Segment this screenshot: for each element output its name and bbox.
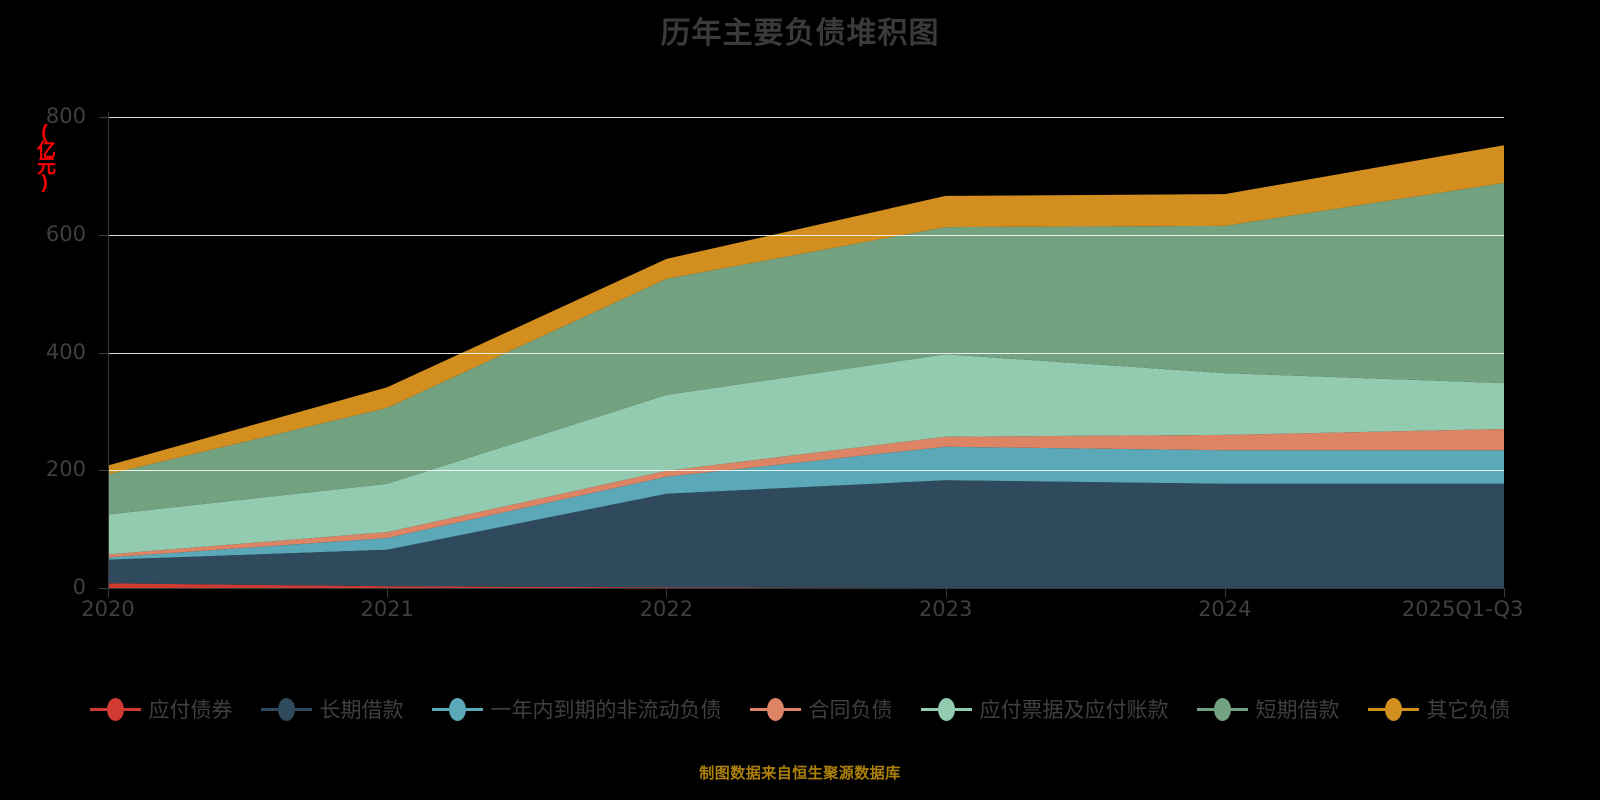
x-axis-tick-label: 2023 [918,597,973,621]
legend-marker-icon [1384,697,1402,721]
chart-legend: 应付债券 长期借款 一年内到期的非流动负债 合同负债 应付票据及应付账款 短期借款 其它负债 [0,694,1600,724]
gridline-200 [108,470,1504,471]
y-axis-tick-mark [99,470,108,472]
area-series [108,354,1504,555]
x-axis-tick-label: 2020 [81,597,135,621]
x-axis-line [108,588,1504,589]
x-axis-tick-mark [666,588,668,597]
y-axis-tick-mark [99,588,108,589]
gridline-600 [108,235,1504,236]
legend-label: 短期借款 [1255,699,1340,722]
legend-label: 合同负债 [808,699,893,722]
legend-dash-icon [1367,707,1385,711]
legend-dash-icon [1230,707,1248,711]
y-axis-line [108,112,109,593]
gridline-800 [108,117,1504,118]
x-axis-tick-label: 2024 [1198,597,1252,621]
legend-label: 其它负债 [1426,699,1511,722]
legend-label: 应付票据及应付账款 [979,699,1169,722]
y-axis-tick-label: 200 [45,457,86,482]
legend-marker-icon [1213,697,1231,721]
legend-item[interactable]: 一年内到期的非流动负债 [431,694,722,724]
legend-dash-icon [123,707,141,711]
legend-dash-icon [1401,707,1419,711]
legend-dash-icon [260,707,278,711]
x-axis-tick-mark [387,588,389,597]
y-axis-tick-mark [99,352,108,354]
legend-dash-icon [749,707,767,711]
legend-dash-icon [89,707,107,711]
page-title: 历年主要负债堆积图 [660,17,940,50]
area-series [108,480,1504,588]
legend-label: 应付债券 [148,699,233,722]
legend-dash-icon [1196,707,1214,711]
stacked-area-svg [108,145,1504,588]
legend-marker-icon [937,697,955,721]
y-axis-tick-mark [99,234,108,236]
footer-note: 制图数据来自恒生聚源数据库 [699,765,901,782]
legend-dash-icon [465,707,483,711]
legend-label: 一年内到期的非流动负债 [490,699,722,722]
y-axis-tick-label: 800 [45,104,86,128]
legend-item[interactable]: 应付票据及应付账款 [920,694,1169,724]
y-axis-tick-mark [99,117,108,118]
x-axis-tick-label: 2025Q1-Q3 [1401,597,1524,621]
legend-dash-icon [783,707,801,711]
x-axis-tick-label: 2021 [360,597,414,621]
x-axis-tick-mark [1224,588,1226,597]
area-series [108,182,1504,515]
legend-item[interactable]: 长期借款 [260,694,404,724]
area-series [108,145,1504,475]
legend-marker-icon [277,697,295,721]
y-axis-tick-label: 400 [45,339,86,364]
plot-area [108,117,1504,588]
legend-item[interactable]: 其它负债 [1367,694,1511,724]
x-axis-tick-mark [108,588,109,597]
legend-marker-icon [106,697,124,721]
y-axis-tick-label: 0 [72,575,86,599]
area-series [108,583,1504,588]
legend-dash-icon [294,707,312,711]
x-axis-tick-mark [1504,588,1505,597]
legend-item[interactable]: 应付债券 [89,694,233,724]
area-series [108,446,1504,560]
y-axis-tick-label: 600 [45,221,86,246]
area-series [108,429,1504,558]
legend-item[interactable]: 短期借款 [1196,694,1340,724]
legend-label: 长期借款 [319,699,404,722]
y-axis-unit-label: (亿元) [34,122,55,190]
gridline-400 [108,353,1504,354]
legend-item[interactable]: 合同负债 [749,694,893,724]
legend-dash-icon [920,707,938,711]
legend-marker-icon [448,697,466,721]
x-axis-tick-mark [945,588,947,597]
legend-dash-icon [954,707,972,711]
legend-marker-icon [766,697,784,721]
x-axis-tick-label: 2022 [639,597,694,621]
legend-dash-icon [431,707,449,711]
